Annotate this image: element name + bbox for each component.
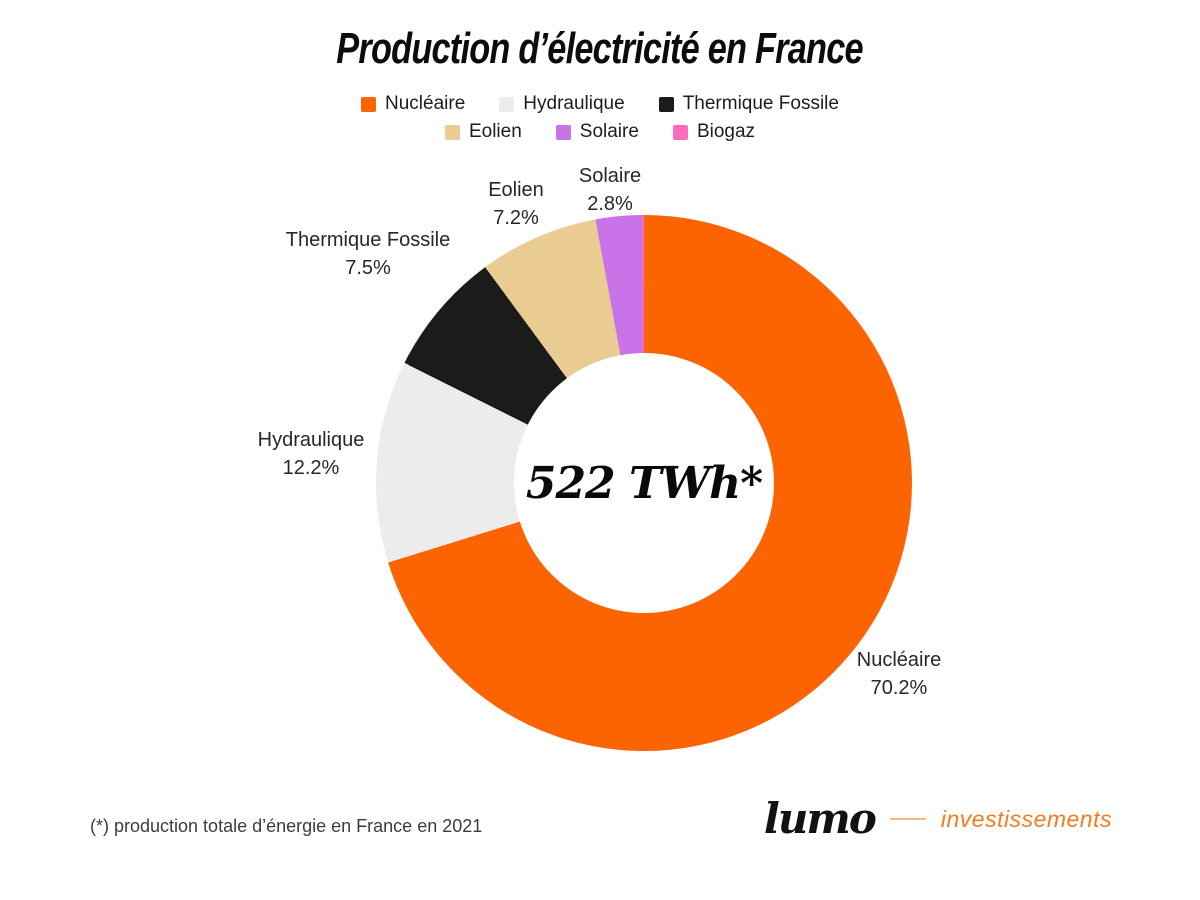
callout-eolien-pct: 7.2% xyxy=(493,207,539,229)
callout-hydraulique-pct: 12.2% xyxy=(282,457,340,479)
brand-logo: lumo investissements xyxy=(764,798,1112,840)
donut-center-label: 522 TWh* xyxy=(525,457,763,509)
legend-item-eolien: Eolien xyxy=(444,121,522,143)
legend-label-nucleaire: Nucléaire xyxy=(385,93,466,114)
callout-eolien-name: Eolien xyxy=(488,179,544,201)
legend-label-thermique: Thermique Fossile xyxy=(682,93,839,114)
callout-nucleaire-pct: 70.2% xyxy=(870,677,928,699)
brand-wordmark: lumo xyxy=(763,794,877,843)
legend-row-2: Eolien Solaire Biogaz xyxy=(0,118,1200,146)
legend-swatch-hydraulique xyxy=(499,96,515,112)
callout-eolien: Eolien 7.2% xyxy=(488,176,544,232)
donut-hole: 522 TWh* xyxy=(514,353,774,613)
brand-tagline: investissements xyxy=(940,805,1112,832)
legend-swatch-eolien xyxy=(444,124,460,140)
footnote: (*) production totale d’énergie en Franc… xyxy=(90,816,483,836)
legend-label-solaire: Solaire xyxy=(579,121,639,142)
legend-swatch-thermique xyxy=(658,96,674,112)
brand-dash xyxy=(889,818,926,820)
legend-label-hydraulique: Hydraulique xyxy=(523,93,625,114)
chart-title: Production d’électricité en France xyxy=(336,24,864,73)
callout-hydraulique-name: Hydraulique xyxy=(257,429,365,451)
legend-row-1: Nucléaire Hydraulique Thermique Fossile xyxy=(0,90,1200,118)
callout-solaire-pct: 2.8% xyxy=(587,193,633,215)
legend-item-thermique: Thermique Fossile xyxy=(658,93,839,115)
legend-item-nucleaire: Nucléaire xyxy=(361,93,465,115)
callout-thermique: Thermique Fossile 7.5% xyxy=(286,226,451,282)
legend-item-biogaz: Biogaz xyxy=(672,121,756,143)
callout-solaire: Solaire 2.8% xyxy=(579,162,641,218)
callout-thermique-pct: 7.5% xyxy=(345,257,391,279)
callout-thermique-name: Thermique Fossile xyxy=(285,229,451,251)
legend-swatch-solaire xyxy=(555,124,571,140)
callout-nucleaire-name: Nucléaire xyxy=(856,649,942,671)
chart-title-wrap: Production d’électricité en France xyxy=(0,24,1200,74)
legend-label-biogaz: Biogaz xyxy=(696,121,756,142)
legend-item-hydraulique: Hydraulique xyxy=(499,93,625,115)
legend-item-solaire: Solaire xyxy=(555,121,639,143)
legend-label-eolien: Eolien xyxy=(468,121,522,142)
chart-legend: Nucléaire Hydraulique Thermique Fossile … xyxy=(0,90,1200,146)
legend-swatch-nucleaire xyxy=(361,96,377,112)
callout-solaire-name: Solaire xyxy=(578,165,642,187)
legend-swatch-biogaz xyxy=(672,124,688,140)
callout-nucleaire: Nucléaire 70.2% xyxy=(857,646,941,702)
callout-hydraulique: Hydraulique 12.2% xyxy=(258,426,365,482)
